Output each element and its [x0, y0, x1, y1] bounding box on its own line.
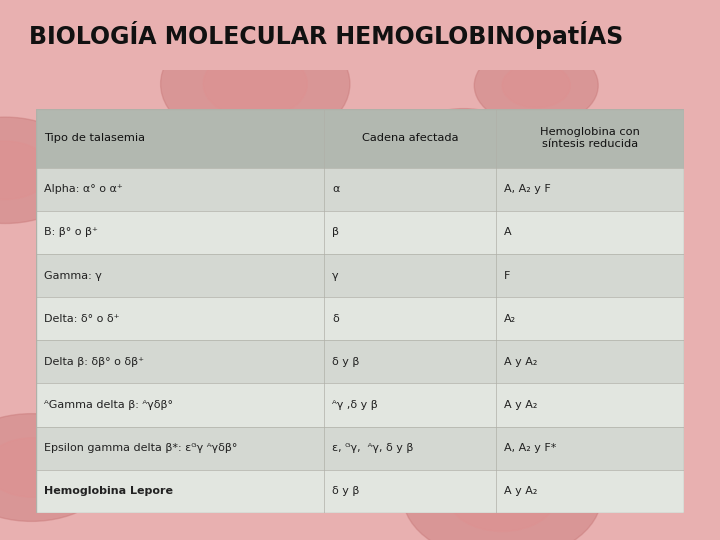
Circle shape [212, 284, 321, 355]
Text: A y A₂: A y A₂ [504, 400, 537, 410]
Text: F: F [504, 271, 510, 280]
Circle shape [454, 361, 554, 426]
Circle shape [117, 249, 210, 310]
Text: A₂: A₂ [504, 314, 516, 323]
Circle shape [521, 153, 576, 189]
Circle shape [426, 129, 501, 178]
Text: A, A₂ y F*: A, A₂ y F* [504, 443, 557, 453]
Text: δ: δ [332, 314, 339, 323]
Text: A: A [504, 227, 511, 237]
FancyBboxPatch shape [36, 109, 684, 513]
Circle shape [0, 438, 77, 497]
Circle shape [0, 141, 50, 200]
Circle shape [0, 117, 87, 224]
Text: A y A₂: A y A₂ [504, 357, 537, 367]
Circle shape [522, 423, 599, 474]
Circle shape [490, 403, 631, 494]
Text: Gamma: γ: Gamma: γ [44, 271, 102, 280]
Circle shape [462, 455, 521, 494]
Text: Epsilon gamma delta β*: εᴳγ ᴬγδβ°: Epsilon gamma delta β*: εᴳγ ᴬγδβ° [44, 443, 237, 453]
Circle shape [413, 334, 595, 453]
Text: Tipo de talasemia: Tipo de talasemia [44, 133, 145, 143]
Circle shape [37, 280, 150, 353]
Text: Hemoglobina con
síntesis reducida: Hemoglobina con síntesis reducida [540, 127, 640, 149]
FancyBboxPatch shape [36, 254, 684, 297]
FancyBboxPatch shape [36, 211, 684, 254]
Circle shape [509, 186, 683, 300]
Circle shape [395, 109, 532, 198]
Text: ε, ᴳγ,  ᴬγ, δ y β: ε, ᴳγ, ᴬγ, δ y β [332, 443, 413, 453]
Text: A, A₂ y F: A, A₂ y F [504, 184, 551, 194]
Text: Cadena afectada: Cadena afectada [362, 133, 459, 143]
Circle shape [464, 273, 650, 394]
Circle shape [228, 303, 421, 429]
Text: Alpha: α° o α⁺: Alpha: α° o α⁺ [44, 184, 122, 194]
Circle shape [237, 300, 297, 339]
FancyBboxPatch shape [36, 470, 684, 513]
Text: δ y β: δ y β [332, 357, 359, 367]
Text: δ y β: δ y β [332, 487, 359, 496]
FancyBboxPatch shape [36, 383, 684, 427]
Circle shape [447, 460, 557, 531]
Circle shape [546, 336, 612, 380]
Circle shape [548, 212, 644, 274]
Circle shape [271, 331, 377, 401]
Text: Delta: δ° o δ⁺: Delta: δ° o δ⁺ [44, 314, 120, 323]
Circle shape [437, 438, 546, 510]
Circle shape [432, 302, 532, 367]
Text: β: β [332, 227, 339, 237]
Circle shape [502, 63, 570, 107]
Text: BIOLOGÍA MOLECULAR HEMOGLOBINOpatÍAS: BIOLOGÍA MOLECULAR HEMOGLOBINOpatÍAS [29, 21, 623, 49]
FancyBboxPatch shape [36, 167, 684, 211]
Text: γ: γ [332, 271, 339, 280]
Text: ᴬγ ,δ y β: ᴬγ ,δ y β [332, 400, 378, 410]
Text: α: α [332, 184, 340, 194]
FancyBboxPatch shape [36, 297, 684, 340]
Circle shape [391, 275, 573, 394]
Text: B: β° o β⁺: B: β° o β⁺ [44, 227, 98, 237]
Circle shape [506, 301, 608, 367]
Circle shape [203, 50, 307, 118]
Circle shape [0, 414, 114, 522]
Circle shape [138, 262, 189, 296]
FancyBboxPatch shape [36, 340, 684, 383]
Circle shape [498, 138, 598, 204]
FancyBboxPatch shape [36, 427, 684, 470]
Circle shape [520, 319, 639, 397]
Text: A y A₂: A y A₂ [504, 487, 537, 496]
Circle shape [474, 45, 598, 126]
Circle shape [161, 22, 350, 146]
Text: ᴬGamma delta β: ᴬγδβ°: ᴬGamma delta β: ᴬγδβ° [44, 400, 173, 410]
FancyBboxPatch shape [36, 109, 684, 167]
Circle shape [402, 431, 601, 540]
Text: Delta β: δβ° o δβ⁺: Delta β: δβ° o δβ⁺ [44, 357, 144, 367]
Text: Hemoglobina Lepore: Hemoglobina Lepore [44, 487, 173, 496]
Circle shape [63, 296, 125, 337]
